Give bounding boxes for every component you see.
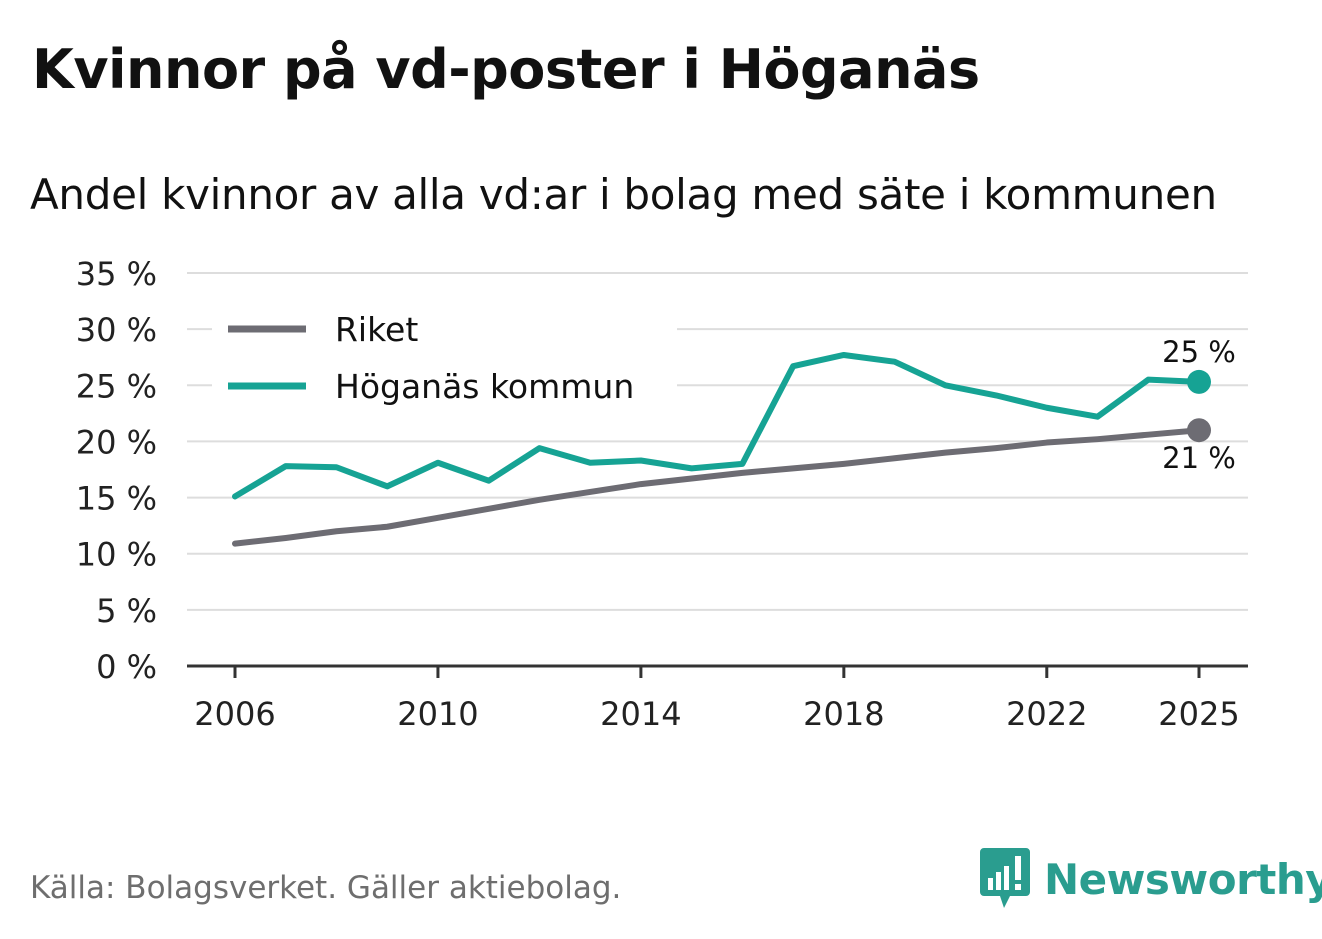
- x-tick-label: 2018: [803, 695, 884, 733]
- source-note: Källa: Bolagsverket. Gäller aktiebolag.: [30, 870, 622, 906]
- newsworthy-logo-icon: [980, 848, 1030, 908]
- y-axis-ticks: 0 % 5 % 10 % 15 % 20 % 25 % 30 % 35 %: [76, 255, 157, 686]
- legend-label-1: Höganäs kommun: [335, 367, 634, 406]
- x-axis: 2006 2010 2014 2018 2022 2025: [187, 664, 1248, 733]
- y-tick-label: 0 %: [96, 648, 157, 686]
- legend-label-0: Riket: [335, 310, 418, 349]
- end-labels: 25 % 21 %: [1162, 335, 1236, 475]
- y-tick-label: 35 %: [76, 255, 157, 293]
- legend-background: [212, 303, 677, 421]
- x-tick-label: 2025: [1158, 695, 1239, 733]
- chart-subtitle: Andel kvinnor av alla vd:ar i bolag med …: [30, 170, 1217, 219]
- chart-title: Kvinnor på vd-poster i Höganäs: [32, 38, 980, 101]
- x-tick-label: 2014: [600, 695, 681, 733]
- y-tick-label: 10 %: [76, 536, 157, 574]
- end-label-riket: 21 %: [1162, 441, 1236, 475]
- y-tick-label: 25 %: [76, 367, 157, 405]
- series-line-0: [232, 427, 1202, 547]
- y-tick-label: 15 %: [76, 480, 157, 518]
- end-point-0: [1187, 418, 1211, 443]
- legend: Riket Höganäs kommun: [212, 303, 677, 421]
- series-lines: [232, 351, 1202, 547]
- x-tick-label: 2022: [1006, 695, 1087, 733]
- y-tick-label: 20 %: [76, 423, 157, 461]
- brand-name: Newsworthy: [1044, 854, 1322, 904]
- y-tick-label: 5 %: [96, 592, 157, 630]
- y-tick-label: 30 %: [76, 311, 157, 349]
- brand-logo: Newsworthy: [980, 848, 1322, 910]
- series-line-1: [232, 351, 1202, 500]
- end-label-hoganas: 25 %: [1162, 335, 1236, 369]
- x-tick-label: 2006: [194, 695, 275, 733]
- end-point-1: [1187, 369, 1211, 394]
- x-tick-label: 2010: [397, 695, 478, 733]
